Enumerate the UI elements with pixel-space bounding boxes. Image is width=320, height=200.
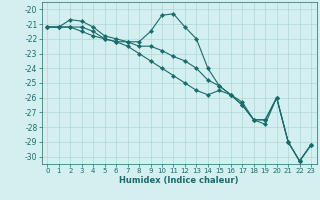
X-axis label: Humidex (Indice chaleur): Humidex (Indice chaleur) xyxy=(119,176,239,185)
